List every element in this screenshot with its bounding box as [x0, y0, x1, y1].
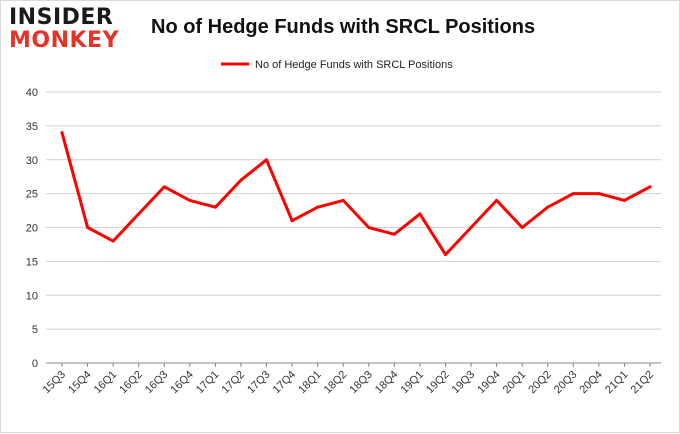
- data-point: [341, 198, 345, 202]
- x-tick-label: 16Q3: [143, 369, 171, 397]
- logo-line-1: INSIDER: [9, 5, 114, 30]
- x-tick-label: 19Q2: [424, 369, 452, 397]
- x-tick-label: 18Q4: [373, 369, 401, 397]
- x-tick-label: 16Q1: [92, 369, 120, 397]
- x-tick-label: 21Q1: [603, 369, 631, 397]
- y-axis-ticks: 0 5 10 15 20 25 30 35 40: [26, 87, 38, 370]
- x-tick-label: 21Q2: [629, 369, 657, 397]
- x-tick-label: 20Q1: [501, 369, 529, 397]
- gridlines: [46, 91, 661, 364]
- series-line: [60, 131, 652, 257]
- insider-monkey-logo: INSIDER MONKEY: [9, 7, 127, 52]
- data-point: [648, 185, 652, 189]
- data-point: [622, 198, 626, 202]
- x-tick-label: 20Q2: [526, 369, 554, 397]
- x-tick-label: 19Q4: [475, 369, 503, 397]
- y-tick-label: 25: [26, 189, 38, 201]
- x-axis-ticks: 15Q315Q416Q116Q216Q316Q417Q117Q217Q317Q4…: [41, 363, 657, 397]
- data-point: [316, 205, 320, 209]
- y-tick-label: 5: [32, 324, 38, 336]
- logo-line-2: MONKEY: [9, 28, 120, 53]
- x-tick-label: 18Q3: [347, 369, 375, 397]
- chart-title: No of Hedge Funds with SRCL Positions: [151, 16, 536, 38]
- series-group: [60, 131, 652, 257]
- data-point: [265, 158, 269, 162]
- data-point: [367, 226, 371, 229]
- y-tick-label: 30: [26, 155, 38, 167]
- x-tick-label: 20Q3: [552, 369, 580, 397]
- x-tick-label: 18Q1: [296, 369, 324, 397]
- legend-label: No of Hedge Funds with SRCL Positions: [255, 59, 453, 71]
- x-tick-label: 15Q4: [66, 369, 94, 397]
- x-tick-label: 17Q3: [245, 369, 273, 397]
- x-tick-label: 16Q4: [168, 369, 196, 397]
- x-tick-label: 18Q2: [322, 369, 350, 397]
- data-point: [213, 205, 217, 209]
- data-point: [392, 232, 396, 236]
- data-point: [137, 212, 141, 216]
- x-tick-label: 19Q1: [399, 369, 427, 397]
- x-tick-label: 20Q4: [577, 369, 605, 397]
- x-tick-label: 16Q2: [117, 369, 145, 397]
- data-point: [597, 192, 601, 196]
- x-tick-label: 17Q2: [220, 369, 248, 397]
- y-tick-label: 20: [26, 223, 38, 235]
- data-point: [239, 178, 243, 182]
- x-tick-label: 17Q1: [194, 369, 222, 397]
- data-point: [546, 205, 550, 209]
- y-tick-label: 40: [26, 87, 38, 99]
- data-point: [60, 131, 64, 135]
- data-point: [443, 253, 447, 257]
- data-point: [469, 226, 473, 229]
- data-point: [111, 239, 115, 243]
- x-tick-label: 17Q4: [271, 369, 299, 397]
- data-point: [290, 219, 294, 223]
- data-point: [162, 185, 166, 189]
- x-tick-label: 19Q3: [450, 369, 478, 397]
- legend: No of Hedge Funds with SRCL Positions: [221, 59, 453, 71]
- data-point: [188, 198, 192, 202]
- data-point: [418, 212, 422, 216]
- data-point: [86, 226, 90, 229]
- x-tick-label: 15Q3: [41, 369, 69, 397]
- data-point: [520, 226, 524, 229]
- data-point: [571, 192, 575, 196]
- y-tick-label: 0: [32, 358, 38, 370]
- y-tick-label: 15: [26, 256, 38, 268]
- y-tick-label: 10: [26, 290, 38, 302]
- y-tick-label: 35: [26, 121, 38, 133]
- data-point: [495, 198, 499, 202]
